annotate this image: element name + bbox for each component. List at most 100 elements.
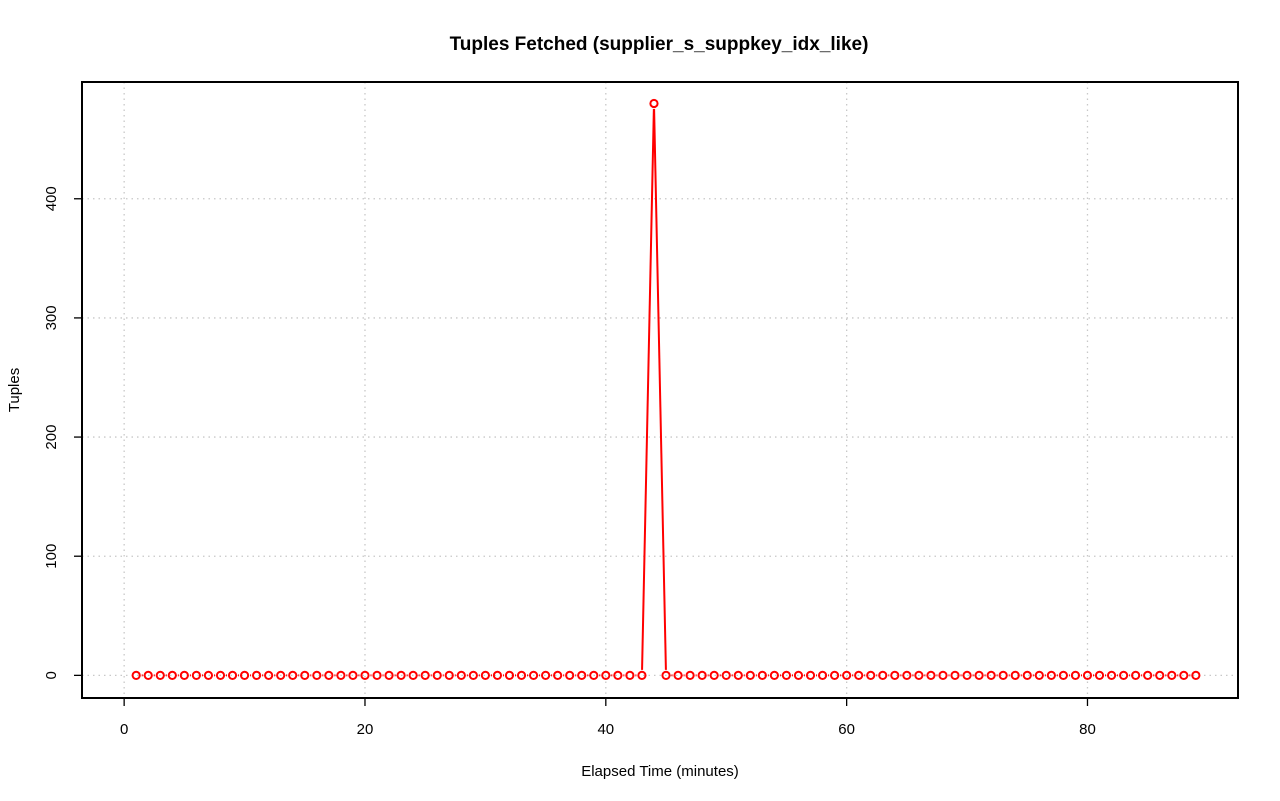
data-point [565, 670, 575, 680]
data-point [805, 670, 816, 680]
data-point [1143, 670, 1153, 680]
data-point [360, 670, 370, 680]
data-point [926, 670, 936, 680]
series-layer [131, 98, 1201, 680]
data-point [408, 670, 418, 680]
data-point [830, 670, 840, 680]
data-point [1010, 670, 1020, 680]
data-point [1155, 670, 1165, 680]
data-point [974, 670, 984, 680]
data-point [1058, 670, 1068, 680]
series-segment [653, 108, 667, 670]
data-point [1167, 670, 1177, 680]
data-point [649, 98, 659, 109]
data-point [396, 670, 406, 680]
data-point [276, 670, 286, 680]
data-point [661, 670, 671, 680]
y-axis-label: Tuples [6, 368, 23, 412]
data-point [1119, 670, 1129, 680]
data-point [733, 670, 743, 680]
data-point [444, 670, 454, 680]
data-point [697, 670, 707, 680]
data-point [179, 670, 189, 680]
x-tick-label: 20 [357, 721, 374, 738]
data-point [1191, 670, 1201, 680]
data-point [986, 670, 996, 680]
x-axis-label: Elapsed Time (minutes) [581, 763, 739, 780]
data-point [312, 670, 322, 680]
data-point [504, 670, 515, 680]
data-point [553, 670, 563, 680]
data-point [613, 670, 623, 680]
chart-title: Tuples Fetched (supplier_s_suppkey_idx_l… [450, 34, 869, 55]
data-point [468, 670, 478, 680]
x-tick-label: 40 [597, 721, 614, 738]
data-point [252, 670, 262, 680]
data-point [456, 670, 466, 680]
data-point [673, 670, 683, 680]
data-point [300, 670, 310, 680]
data-point [1094, 670, 1105, 680]
data-point [709, 670, 719, 680]
data-point [516, 670, 527, 680]
data-point [143, 670, 153, 680]
data-point [950, 670, 960, 680]
data-point [1070, 670, 1081, 680]
data-point [842, 670, 852, 680]
x-axis: 0 20 40 60 80 [120, 697, 1096, 738]
data-point [131, 670, 141, 680]
data-point [577, 670, 587, 680]
data-point [637, 670, 647, 680]
data-point [781, 670, 792, 680]
data-point [288, 670, 298, 680]
data-point [902, 670, 912, 680]
data-point [914, 670, 924, 680]
x-tick-label: 80 [1079, 721, 1096, 738]
data-point [480, 670, 490, 680]
data-point [215, 670, 226, 680]
data-point [793, 670, 804, 680]
data-point [1179, 670, 1189, 680]
data-point [817, 670, 828, 680]
data-point [155, 670, 165, 680]
data-point [601, 670, 611, 680]
y-tick-label: 0 [43, 671, 60, 679]
data-point [854, 670, 864, 680]
data-point [1082, 670, 1093, 680]
data-point [938, 670, 948, 680]
data-point [336, 670, 346, 680]
grid-lines [82, 82, 1238, 698]
data-point [384, 670, 394, 680]
data-point [866, 670, 876, 680]
data-point [625, 670, 635, 680]
data-point [203, 670, 214, 680]
data-point [191, 670, 201, 680]
data-point [541, 670, 551, 680]
data-point [745, 670, 755, 680]
y-tick-label: 200 [43, 425, 60, 450]
x-tick-label: 0 [120, 721, 128, 738]
y-tick-label: 100 [43, 544, 60, 569]
data-point [998, 670, 1008, 680]
data-point [348, 670, 358, 680]
data-point [685, 670, 695, 680]
series-segment [641, 108, 655, 670]
data-point [878, 670, 888, 680]
y-tick-label: 300 [43, 305, 60, 330]
data-point [420, 670, 430, 680]
x-tick-label: 60 [838, 721, 855, 738]
data-point [432, 670, 442, 680]
data-point [769, 670, 779, 680]
data-point [492, 670, 503, 680]
data-point [721, 670, 731, 680]
data-point [1046, 670, 1056, 680]
y-axis: 0 100 200 300 400 [43, 186, 83, 680]
data-point [1131, 670, 1141, 680]
data-point [239, 670, 250, 680]
data-point [167, 670, 177, 680]
data-point [890, 670, 900, 680]
data-point [962, 670, 972, 680]
data-point [528, 670, 539, 680]
